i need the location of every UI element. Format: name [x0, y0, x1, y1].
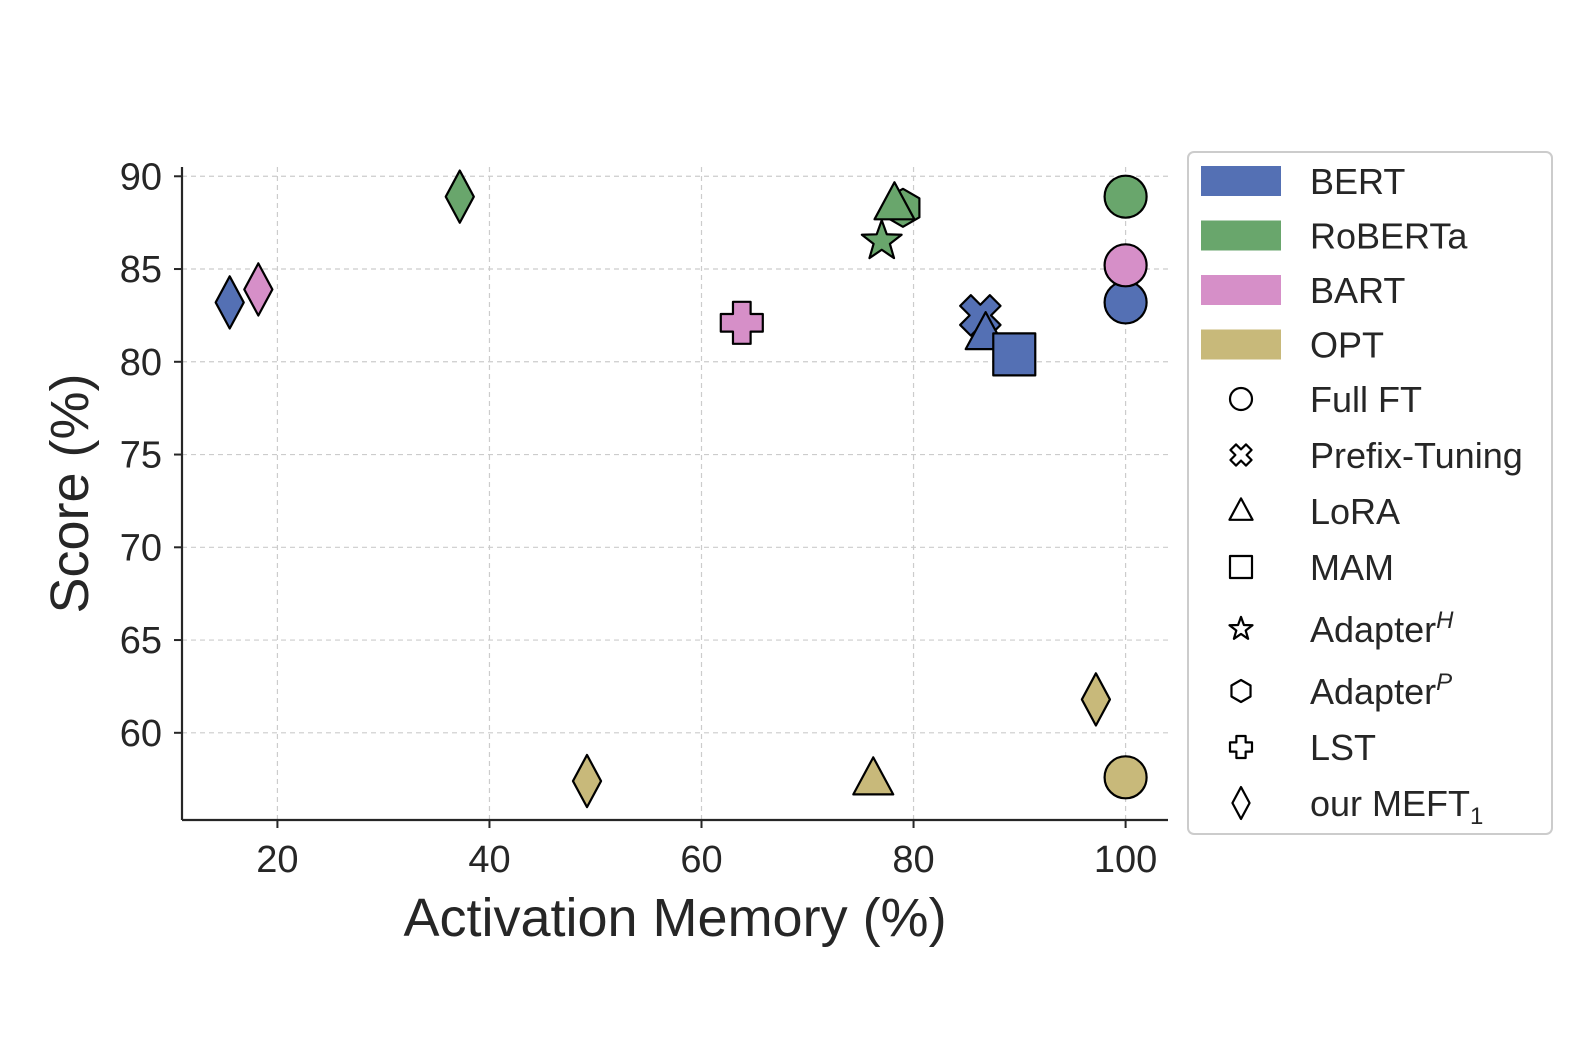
- legend-superscript: H: [1436, 607, 1454, 634]
- point-opt-triangle: [852, 756, 895, 796]
- legend-marker-plus: [1228, 734, 1254, 760]
- legend-label-method: Full FT: [1310, 379, 1422, 420]
- legend-marker-x: [1229, 443, 1253, 467]
- tick-labels: 20 40 60 80 100 60 65 70 75 80 85 90: [120, 156, 1158, 881]
- legend-label-bart: BART: [1310, 270, 1405, 311]
- legend-label-text: Adapter: [1310, 609, 1436, 650]
- axes: [174, 167, 1168, 828]
- legend-label-bert: BERT: [1310, 161, 1405, 202]
- legend-label-text: Prefix-Tuning: [1310, 435, 1523, 476]
- x-tick-label: 60: [680, 839, 722, 881]
- point-opt-circle: [1103, 755, 1148, 800]
- point-roberta-star: [860, 219, 903, 260]
- legend-label-roberta: RoBERTa: [1310, 216, 1468, 257]
- legend-label-method: our MEFT1: [1310, 783, 1483, 830]
- legend-marker-circle: [1228, 386, 1254, 412]
- y-tick-label: 60: [120, 713, 162, 755]
- legend-label-method: AdapterH: [1310, 607, 1454, 650]
- legend-marker-star: [1228, 615, 1254, 640]
- legend-marker-diamond: [1231, 785, 1251, 821]
- point-opt-diamond: [1080, 672, 1112, 727]
- legend-label-method: LST: [1310, 727, 1376, 768]
- point-bert-circle: [1103, 280, 1148, 325]
- point-roberta-circle: [1103, 174, 1148, 219]
- y-tick-label: 65: [120, 620, 162, 662]
- point-bert-square: [992, 332, 1037, 377]
- legend-label-text: Adapter: [1310, 671, 1436, 712]
- point-bert-diamond: [214, 275, 245, 330]
- legend-swatch-roberta: [1201, 220, 1281, 251]
- point-opt-diamond: [571, 753, 603, 809]
- point-roberta-triangle: [873, 181, 916, 221]
- x-tick-label: 40: [468, 839, 510, 881]
- legend-label-method: AdapterP: [1310, 669, 1452, 712]
- legend-box: [1187, 151, 1553, 835]
- data-points: [214, 169, 1148, 809]
- legend-marker-hexagon: [1230, 678, 1252, 704]
- y-axis-label: Score (%): [40, 373, 100, 613]
- legend-swatch-bart: [1201, 275, 1281, 305]
- legend-swatch-opt: [1201, 329, 1281, 360]
- legend-marker-triangle: [1228, 497, 1254, 521]
- point-roberta-diamond: [444, 169, 475, 224]
- point-bart-circle: [1103, 243, 1148, 288]
- legend-superscript: P: [1436, 669, 1452, 696]
- point-bart-plus: [719, 300, 764, 345]
- legend-label-method: MAM: [1310, 547, 1394, 588]
- y-tick-label: 90: [120, 156, 162, 198]
- grid-lines: [182, 167, 1168, 820]
- y-tick-label: 80: [120, 342, 162, 384]
- legend-marker-square: [1228, 554, 1254, 580]
- y-tick-label: 85: [120, 249, 162, 291]
- legend: BERT RoBERTa BART OPT Full FT Prefix-Tuning Lo…: [1187, 151, 1553, 835]
- legend-label-text: MAM: [1310, 547, 1394, 588]
- legend-label-method: LoRA: [1310, 491, 1400, 532]
- point-bart-diamond: [243, 262, 274, 317]
- y-tick-label: 75: [120, 435, 162, 477]
- legend-label-method: Prefix-Tuning: [1310, 435, 1523, 476]
- legend-subscript: 1: [1470, 803, 1483, 830]
- legend-label-text: LST: [1310, 727, 1376, 768]
- legend-label-text: our MEFT: [1310, 783, 1470, 824]
- x-axis-label: Activation Memory (%): [403, 888, 946, 948]
- legend-swatch-bert: [1201, 166, 1281, 196]
- y-tick-label: 70: [120, 527, 162, 569]
- x-tick-label: 100: [1094, 839, 1157, 881]
- legend-label-opt: OPT: [1310, 325, 1384, 366]
- x-tick-label: 20: [256, 839, 298, 881]
- legend-label-text: LoRA: [1310, 491, 1400, 532]
- x-tick-label: 80: [892, 839, 934, 881]
- legend-label-text: Full FT: [1310, 379, 1422, 420]
